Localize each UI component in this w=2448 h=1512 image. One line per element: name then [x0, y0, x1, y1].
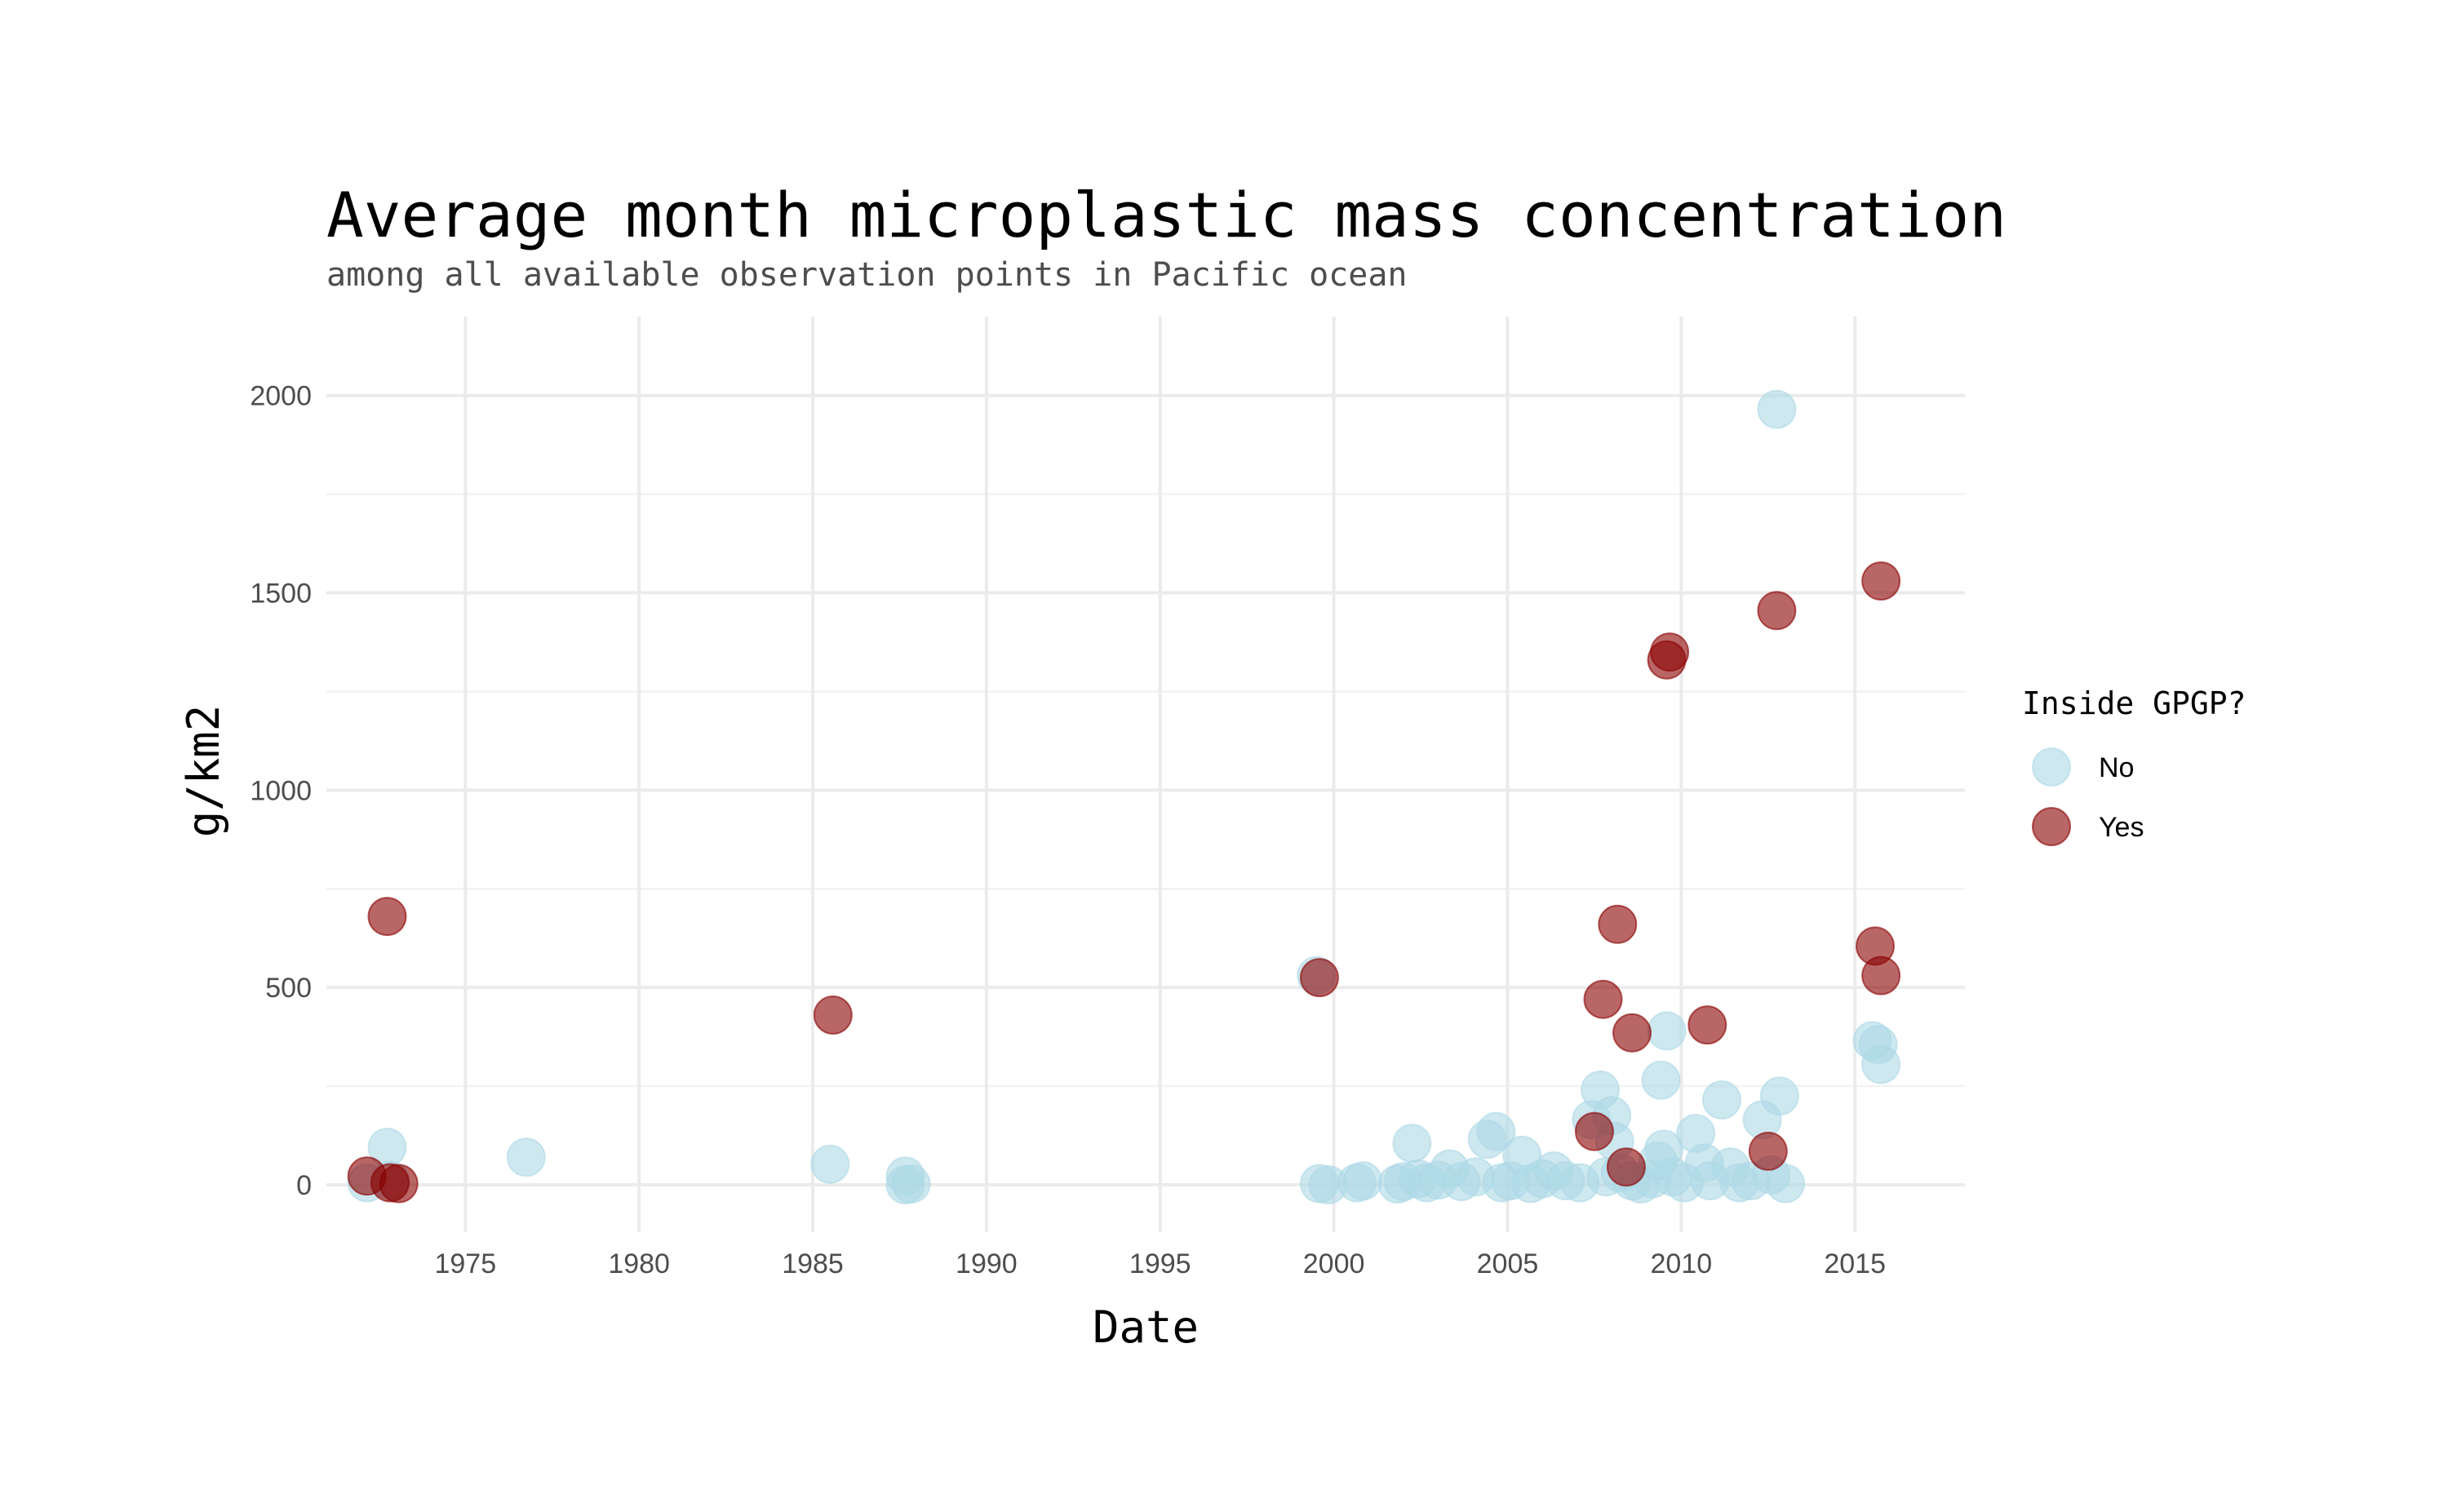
x-tick-label: 1990 [956, 1248, 1018, 1279]
legend-title: Inside GPGP? [2022, 685, 2246, 721]
y-axis-ticks: 0 500 1000 1500 2000 [250, 381, 312, 1201]
data-point [1476, 1111, 1516, 1151]
data-point [810, 1144, 850, 1184]
data-point [1598, 904, 1638, 944]
legend-yes-key [2032, 807, 2071, 846]
x-axis-title: Date [1093, 1301, 1199, 1353]
data-point [367, 897, 407, 937]
legend-no-label: No [2099, 752, 2134, 783]
x-tick-label: 1995 [1129, 1248, 1191, 1279]
data-point [1583, 979, 1623, 1019]
plot-grid [326, 317, 1965, 1232]
data-point [1861, 561, 1901, 601]
data-point [1757, 389, 1797, 429]
data-point [379, 1164, 419, 1204]
y-tick-label: 500 [265, 973, 312, 1004]
data-point [1687, 1005, 1727, 1045]
y-tick-label: 1000 [250, 775, 312, 806]
series-yes [347, 561, 1901, 1204]
data-point [1766, 1164, 1805, 1204]
data-point [1343, 1161, 1383, 1201]
x-tick-label: 1980 [608, 1248, 670, 1279]
y-axis-title: g/km2 [178, 705, 229, 838]
x-tick-label: 2000 [1303, 1248, 1365, 1279]
data-point [1748, 1131, 1788, 1171]
x-axis-ticks: 1975 1980 1985 1990 1995 2000 2005 2010 2015 [434, 1248, 1886, 1279]
data-point [1392, 1124, 1432, 1164]
y-tick-label: 0 [296, 1170, 312, 1201]
series-no [347, 389, 1901, 1204]
legend: Inside GPGP? No Yes [2022, 685, 2246, 846]
data-point [1612, 1013, 1652, 1053]
legend-yes-label: Yes [2099, 812, 2144, 843]
data-point [1702, 1080, 1741, 1120]
data-point [1650, 632, 1690, 672]
data-point [891, 1164, 931, 1204]
data-point [1574, 1111, 1614, 1151]
y-tick-label: 1500 [250, 579, 312, 610]
data-point [1641, 1060, 1681, 1100]
x-tick-label: 2010 [1651, 1248, 1713, 1279]
chart-subtitle: among all available observation points i… [326, 256, 1408, 294]
x-tick-label: 2005 [1477, 1248, 1539, 1279]
data-point [506, 1137, 546, 1177]
data-point [1606, 1147, 1646, 1187]
data-point [1861, 956, 1901, 995]
x-tick-label: 1985 [782, 1248, 844, 1279]
data-point [1299, 958, 1339, 998]
data-points [347, 389, 1901, 1204]
x-tick-label: 2015 [1824, 1248, 1886, 1279]
data-point [1647, 1011, 1687, 1051]
data-point [1759, 1076, 1799, 1116]
legend-no-key [2032, 747, 2071, 787]
y-tick-label: 2000 [250, 381, 312, 412]
data-point [813, 995, 853, 1035]
x-tick-label: 1975 [434, 1248, 496, 1279]
chart-title: Average month microplastic mass concentr… [326, 179, 2007, 251]
data-point [1757, 591, 1797, 631]
data-point [1861, 1044, 1901, 1084]
